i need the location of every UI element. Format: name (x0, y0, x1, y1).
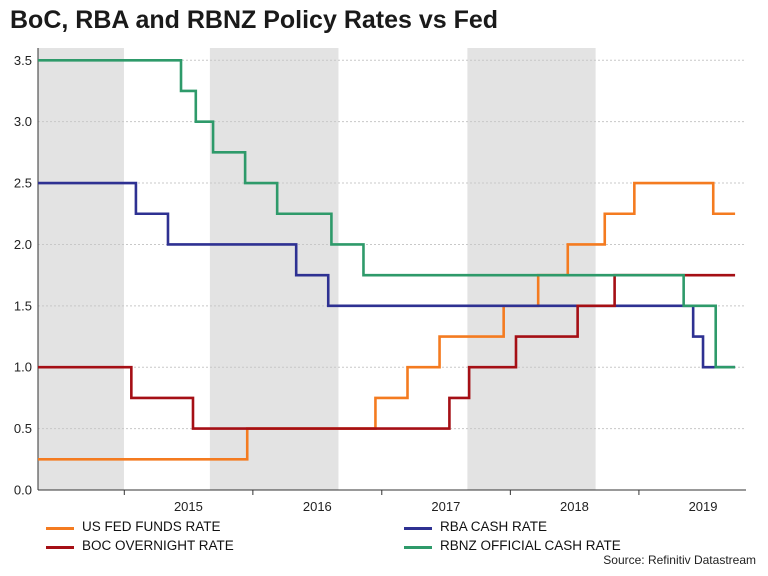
y-tick-label: 1.5 (14, 298, 32, 313)
x-tick-label: 2019 (689, 499, 718, 514)
y-tick-label: 2.5 (14, 176, 32, 191)
legend-swatch-rba (404, 527, 432, 530)
series-line-2 (38, 273, 736, 430)
y-tick-label: 3.0 (14, 114, 32, 129)
legend-label-rba: RBA CASH RATE (440, 519, 548, 534)
legend-swatch-boc (46, 546, 74, 549)
legend-label-boc: BOC OVERNIGHT RATE (82, 538, 234, 553)
y-tick-label: 0.0 (14, 483, 32, 498)
shaded-period-0 (38, 48, 124, 490)
y-tick-label: 1.0 (14, 360, 32, 375)
source-note: Source: Refinitiv Datastream (603, 553, 756, 567)
chart-title: BoC, RBA and RBNZ Policy Rates vs Fed (10, 6, 499, 34)
y-tick-label: 0.5 (14, 421, 32, 436)
legend-swatch-rbnz (404, 546, 432, 549)
x-tick-label: 2018 (560, 499, 589, 514)
legend-label-rbnz: RBNZ OFFICIAL CASH RATE (440, 538, 621, 553)
series-line-3 (38, 58, 736, 369)
legend-swatch-fed (46, 527, 74, 530)
y-tick-label: 3.5 (14, 53, 32, 68)
x-tick-labels: 2015 2016 2017 2018 2019 (174, 499, 718, 514)
series-lines (38, 58, 736, 461)
y-tick-label: 2.0 (14, 237, 32, 252)
series-line-1 (38, 181, 736, 369)
legend-label-fed: US FED FUNDS RATE (82, 519, 221, 534)
y-tick-labels: 0.0 0.5 1.0 1.5 2.0 2.5 3.0 3.5 (14, 53, 32, 498)
x-tick-label: 2016 (303, 499, 332, 514)
axes (37, 48, 746, 495)
x-tick-label: 2017 (431, 499, 460, 514)
x-tick-label: 2015 (174, 499, 203, 514)
